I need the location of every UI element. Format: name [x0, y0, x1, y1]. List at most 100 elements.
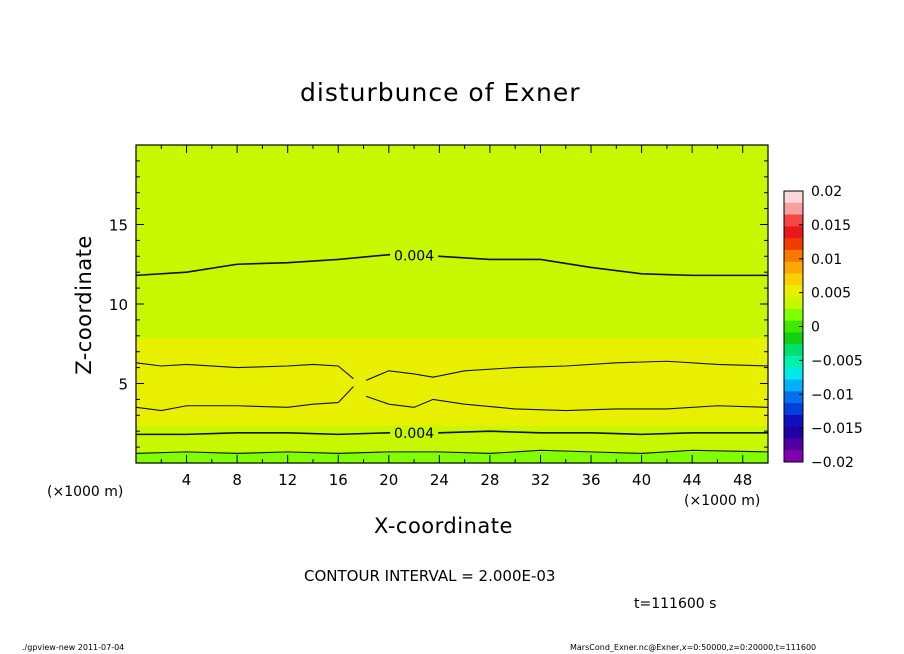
colorbar: 0.02 0.015 0.01 0.005 0 −0.005 −0.01 −0.015 −0.0… [783, 184, 863, 471]
heatmap-band [136, 375, 768, 379]
heatmap-band [136, 268, 768, 271]
heatmap-band [136, 160, 768, 164]
heatmap-band [136, 441, 768, 444]
heatmap-band [136, 300, 768, 303]
heatmap-band [136, 335, 768, 339]
colorbar-tick-label: 0.015 [811, 218, 851, 234]
heatmap-band [136, 385, 768, 389]
heatmap-band [136, 282, 768, 285]
heatmap-band [136, 369, 768, 373]
heatmap-band [136, 182, 768, 186]
heatmap-band [136, 421, 768, 424]
heatmap-band [136, 409, 768, 412]
heatmap-band [136, 347, 768, 351]
heatmap-band [136, 292, 768, 295]
heatmap-band [136, 224, 768, 228]
colorbar-tick-label: 0.01 [811, 252, 842, 268]
heatmap-band [136, 457, 768, 460]
heatmap-band [136, 403, 768, 406]
heatmap-band [136, 204, 768, 208]
colorbar-tick-label: −0.01 [811, 387, 854, 403]
x-tick-label: 20 [379, 471, 398, 489]
heatmap-band [136, 349, 768, 353]
colorbar-swatch [784, 261, 803, 274]
heatmap-band [136, 411, 768, 414]
x-tick-label: 36 [581, 471, 600, 489]
heatmap-band [136, 234, 768, 238]
heatmap-band [136, 449, 768, 452]
contour-line [365, 395, 769, 412]
heatmap-band [136, 238, 768, 241]
colorbar-tick-label: 0.02 [811, 184, 842, 200]
colorbar-tick-label: 0 [811, 320, 820, 336]
heatmap-band [136, 208, 768, 212]
heatmap-band [136, 337, 768, 341]
heatmap-band [136, 262, 768, 265]
heatmap-band [136, 298, 768, 301]
heatmap-band [136, 461, 768, 464]
colorbar-swatch [784, 367, 803, 380]
heatmap-band [136, 188, 768, 192]
colorbar-swatch [784, 403, 803, 416]
heatmap-band [136, 313, 768, 317]
heatmap-band [136, 333, 768, 337]
heatmap-band [136, 417, 768, 420]
heatmap-band [136, 214, 768, 218]
heatmap-band [136, 399, 768, 402]
heatmap-band [136, 395, 768, 399]
heatmap-band [136, 391, 768, 395]
time-label: t=111600 s [634, 596, 717, 612]
heatmap-band [136, 170, 768, 174]
heatmap-band [136, 150, 768, 154]
footer-right: MarsCond_Exner.nc@Exner,x=0:50000,z=0:20… [570, 643, 817, 652]
heatmap-band [136, 176, 768, 180]
colorbar-swatch [784, 249, 803, 263]
heatmap-band [136, 184, 768, 188]
heatmap-band [136, 317, 768, 321]
colorbar-swatch [784, 414, 803, 428]
x-tick-label: 8 [232, 471, 242, 489]
colorbar-swatch [784, 391, 803, 404]
heatmap-band [136, 331, 768, 335]
heatmap-band [136, 339, 768, 343]
heatmap-band [136, 248, 768, 251]
heatmap-band [136, 379, 768, 383]
heatmap-band [136, 423, 768, 426]
heatmap-band [136, 389, 768, 393]
heatmap-band [136, 439, 768, 442]
heatmap-band [136, 323, 768, 327]
heatmap-band [136, 174, 768, 178]
heatmap-band [136, 383, 768, 387]
heatmap-band [136, 212, 768, 216]
colorbar-swatch [784, 320, 803, 333]
x-unit-left: (×1000 m) [47, 484, 124, 500]
heatmap-band [136, 327, 768, 331]
heatmap-band [136, 393, 768, 397]
heatmap-band [136, 246, 768, 249]
heatmap-band [136, 290, 768, 293]
heatmap-band [136, 258, 768, 261]
y-tick-label: 15 [109, 217, 128, 235]
heatmap-band [136, 315, 768, 319]
heatmap-band [136, 264, 768, 267]
heatmap-band [136, 202, 768, 206]
heatmap-band [136, 425, 768, 428]
x-tick-label: 48 [733, 471, 752, 489]
heatmap-band [136, 240, 768, 243]
x-tick-label: 32 [531, 471, 550, 489]
heatmap-band [136, 272, 768, 275]
x-tick-label: 16 [329, 471, 348, 489]
colorbar-tick-label: −0.015 [811, 421, 863, 437]
heatmap-band [136, 294, 768, 297]
heatmap-band [136, 280, 768, 283]
y-axis-label: Z-coordinate [72, 235, 96, 375]
colorbar-swatch [784, 344, 803, 357]
chart-title: disturbunce of Exner [300, 78, 581, 107]
heatmap-band [136, 226, 768, 230]
heatmap-band [136, 381, 768, 385]
colorbar-swatch [784, 285, 803, 298]
heatmap-field [136, 145, 768, 464]
colorbar-swatch [784, 273, 803, 286]
heatmap-band [136, 359, 768, 363]
